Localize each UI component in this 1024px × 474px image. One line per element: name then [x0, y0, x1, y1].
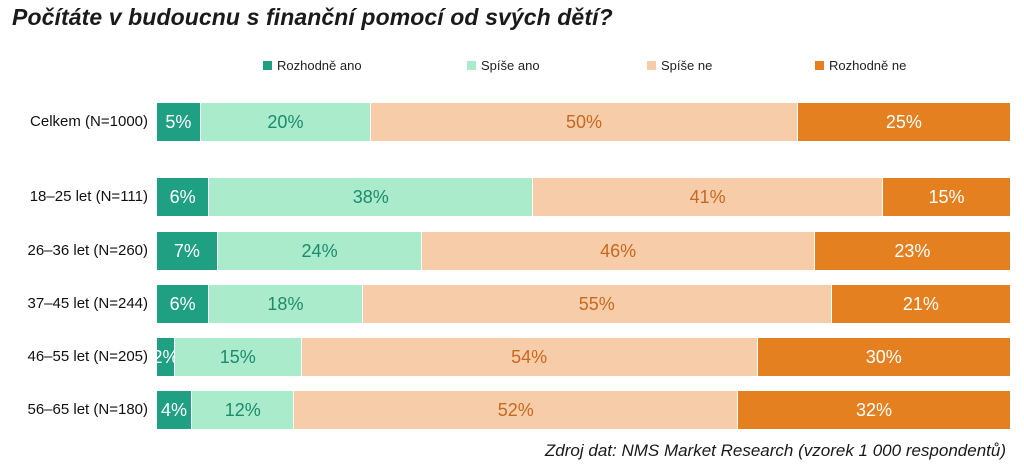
data-label: 32% [855, 399, 892, 420]
data-label: 46% [600, 240, 637, 261]
bar-segment: 18% [208, 285, 362, 323]
bar-segment: 25% [796, 103, 1010, 141]
bar-row: 2% 15% 54% 30% [157, 338, 1010, 376]
chart-legend: Rozhodně ano Spíše ano Spíše ne Rozhodně ne [0, 58, 1024, 78]
data-label: 20% [267, 111, 304, 132]
data-label: 7% [173, 240, 200, 261]
bar-segment: 23% [813, 232, 1010, 270]
bar-segment: 32% [737, 391, 1010, 429]
bar-row: 6% 38% 41% 15% [157, 178, 1010, 216]
category-label: 37–45 let (N=244) [27, 295, 149, 312]
legend-label: Spíše ne [661, 58, 713, 73]
category-label: 26–36 let (N=260) [27, 242, 149, 259]
bar-segment: 5% [157, 103, 200, 141]
bar-segment: 50% [370, 103, 797, 141]
data-label: 12% [224, 399, 261, 420]
bar-segment: 38% [208, 178, 533, 216]
source-note: Zdroj dat: NMS Market Research (vzorek 1… [544, 441, 1006, 460]
category-label: 46–55 let (N=205) [27, 348, 149, 365]
data-label: 54% [511, 346, 548, 367]
data-label: 23% [894, 240, 931, 261]
data-label: 25% [885, 111, 922, 132]
bar-segment: 6% [157, 285, 209, 323]
data-label: 41% [689, 186, 726, 207]
data-label: 2% [157, 346, 174, 367]
category-label: Celkem (N=1000) [30, 113, 148, 130]
bar-segment: 54% [300, 338, 757, 376]
bar-segment: 4% [157, 391, 192, 429]
chart-title: Počítáte v budoucnu s finanční pomocí od… [12, 4, 613, 30]
category-label: 18–25 let (N=111) [29, 188, 148, 205]
data-label: 6% [169, 293, 196, 314]
legend-item: Spíše ano [467, 58, 540, 73]
bar-segment: 15% [882, 178, 1010, 216]
legend-label: Rozhodně ne [829, 58, 907, 73]
legend-label: Rozhodně ano [277, 58, 362, 73]
bar-segment: 41% [532, 178, 883, 216]
bar-segment: 24% [216, 232, 422, 270]
data-label: 21% [902, 293, 939, 314]
data-label: 24% [301, 240, 338, 261]
data-label: 52% [497, 399, 534, 420]
data-label: 6% [169, 186, 196, 207]
bar-row: 7% 24% 46% 23% [157, 232, 1010, 270]
legend-swatch [815, 61, 824, 70]
bar-segment: 6% [157, 178, 209, 216]
legend-item: Rozhodně ne [815, 58, 906, 73]
bar-segment: 46% [421, 232, 814, 270]
data-label: 5% [165, 111, 192, 132]
data-label: 15% [928, 186, 965, 207]
legend-item: Spíše ne [647, 58, 712, 73]
data-label: 4% [161, 399, 188, 420]
bar-segment: 21% [830, 285, 1010, 323]
bar-segment: 15% [173, 338, 301, 376]
data-label: 38% [352, 186, 389, 207]
bar-row: 6% 18% 55% 21% [157, 285, 1010, 323]
bar-row: 5% 20% 50% 25% [157, 103, 1010, 141]
bar-segment: 52% [293, 391, 738, 429]
legend-swatch [263, 61, 272, 70]
legend-item: Rozhodně ano [263, 58, 362, 73]
bar-segment: 12% [191, 391, 294, 429]
data-label: 15% [219, 346, 256, 367]
bar-segment: 7% [157, 232, 217, 270]
category-label: 56–65 let (N=180) [27, 401, 149, 418]
bar-row: 4% 12% 52% 32% [157, 391, 1010, 429]
legend-swatch [467, 61, 476, 70]
bar-segment: 20% [199, 103, 371, 141]
bar-segment: 30% [756, 338, 1010, 376]
bar-segment: 55% [361, 285, 831, 323]
data-label: 18% [267, 293, 304, 314]
data-label: 50% [565, 111, 602, 132]
bar-segment: 2% [157, 338, 174, 376]
data-label: 30% [865, 346, 902, 367]
legend-label: Spíše ano [481, 58, 540, 73]
legend-swatch [647, 61, 656, 70]
data-label: 55% [578, 293, 615, 314]
